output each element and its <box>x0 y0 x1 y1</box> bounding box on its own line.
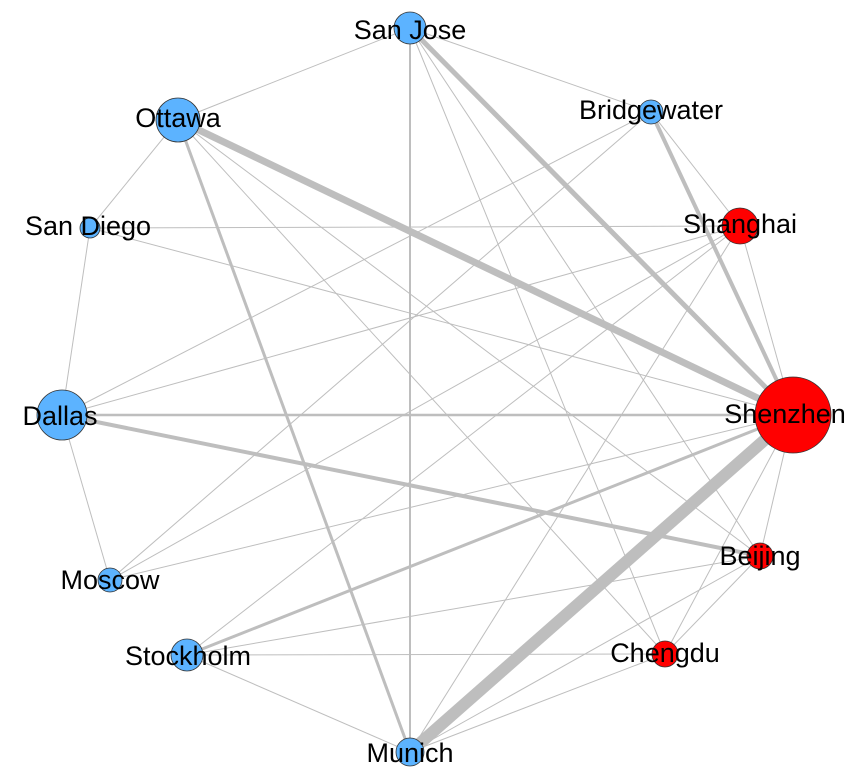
edge <box>409 555 761 753</box>
node <box>36 389 88 441</box>
node <box>97 567 123 593</box>
node-label: Moscow <box>60 565 160 595</box>
edge <box>89 225 741 229</box>
edge <box>176 119 412 753</box>
nodes <box>36 11 832 767</box>
node <box>721 207 759 245</box>
edge <box>89 119 179 229</box>
node-label: Dallas <box>22 401 97 431</box>
edge <box>186 413 794 657</box>
node-label: Shanghai <box>683 209 797 239</box>
edge <box>177 27 411 121</box>
node <box>395 737 425 767</box>
edge <box>186 225 741 656</box>
node-label: San Jose <box>354 15 467 45</box>
edge <box>61 225 741 416</box>
edge <box>186 654 411 753</box>
node <box>746 542 774 570</box>
node <box>651 640 679 668</box>
edge <box>409 27 666 655</box>
edge <box>186 555 761 656</box>
edge <box>409 653 666 753</box>
edge <box>177 119 761 557</box>
edge <box>186 653 666 656</box>
edge <box>650 111 741 227</box>
node-label: Munich <box>366 738 453 768</box>
node <box>754 376 832 454</box>
labels: San Jose Bridgewater Shanghai Shenzhen Beiji… <box>22 15 845 768</box>
node-label: Ottawa <box>135 103 222 133</box>
edge <box>109 111 652 581</box>
node-label: Beijing <box>719 541 800 571</box>
edge <box>176 116 795 419</box>
edge <box>61 227 91 416</box>
node <box>638 99 664 125</box>
edge <box>649 111 795 416</box>
node-label: San Diego <box>25 211 151 241</box>
node-label: Bridgewater <box>579 95 723 125</box>
node <box>170 638 204 672</box>
node-label: Stockholm <box>125 641 251 671</box>
node <box>79 217 101 239</box>
edges <box>61 26 797 757</box>
edge <box>664 555 761 655</box>
edge <box>409 225 741 753</box>
edge <box>177 119 666 655</box>
node-label: Shenzhen <box>724 399 846 429</box>
node <box>393 11 427 45</box>
node <box>155 97 201 143</box>
edge <box>61 414 111 581</box>
edge <box>409 27 761 557</box>
node-label: Chengdu <box>610 638 720 668</box>
edge <box>109 225 741 581</box>
edge <box>409 27 652 113</box>
edge <box>61 111 652 416</box>
edge <box>664 414 794 655</box>
edge <box>109 414 794 581</box>
edge <box>89 227 794 416</box>
edge <box>408 26 795 417</box>
